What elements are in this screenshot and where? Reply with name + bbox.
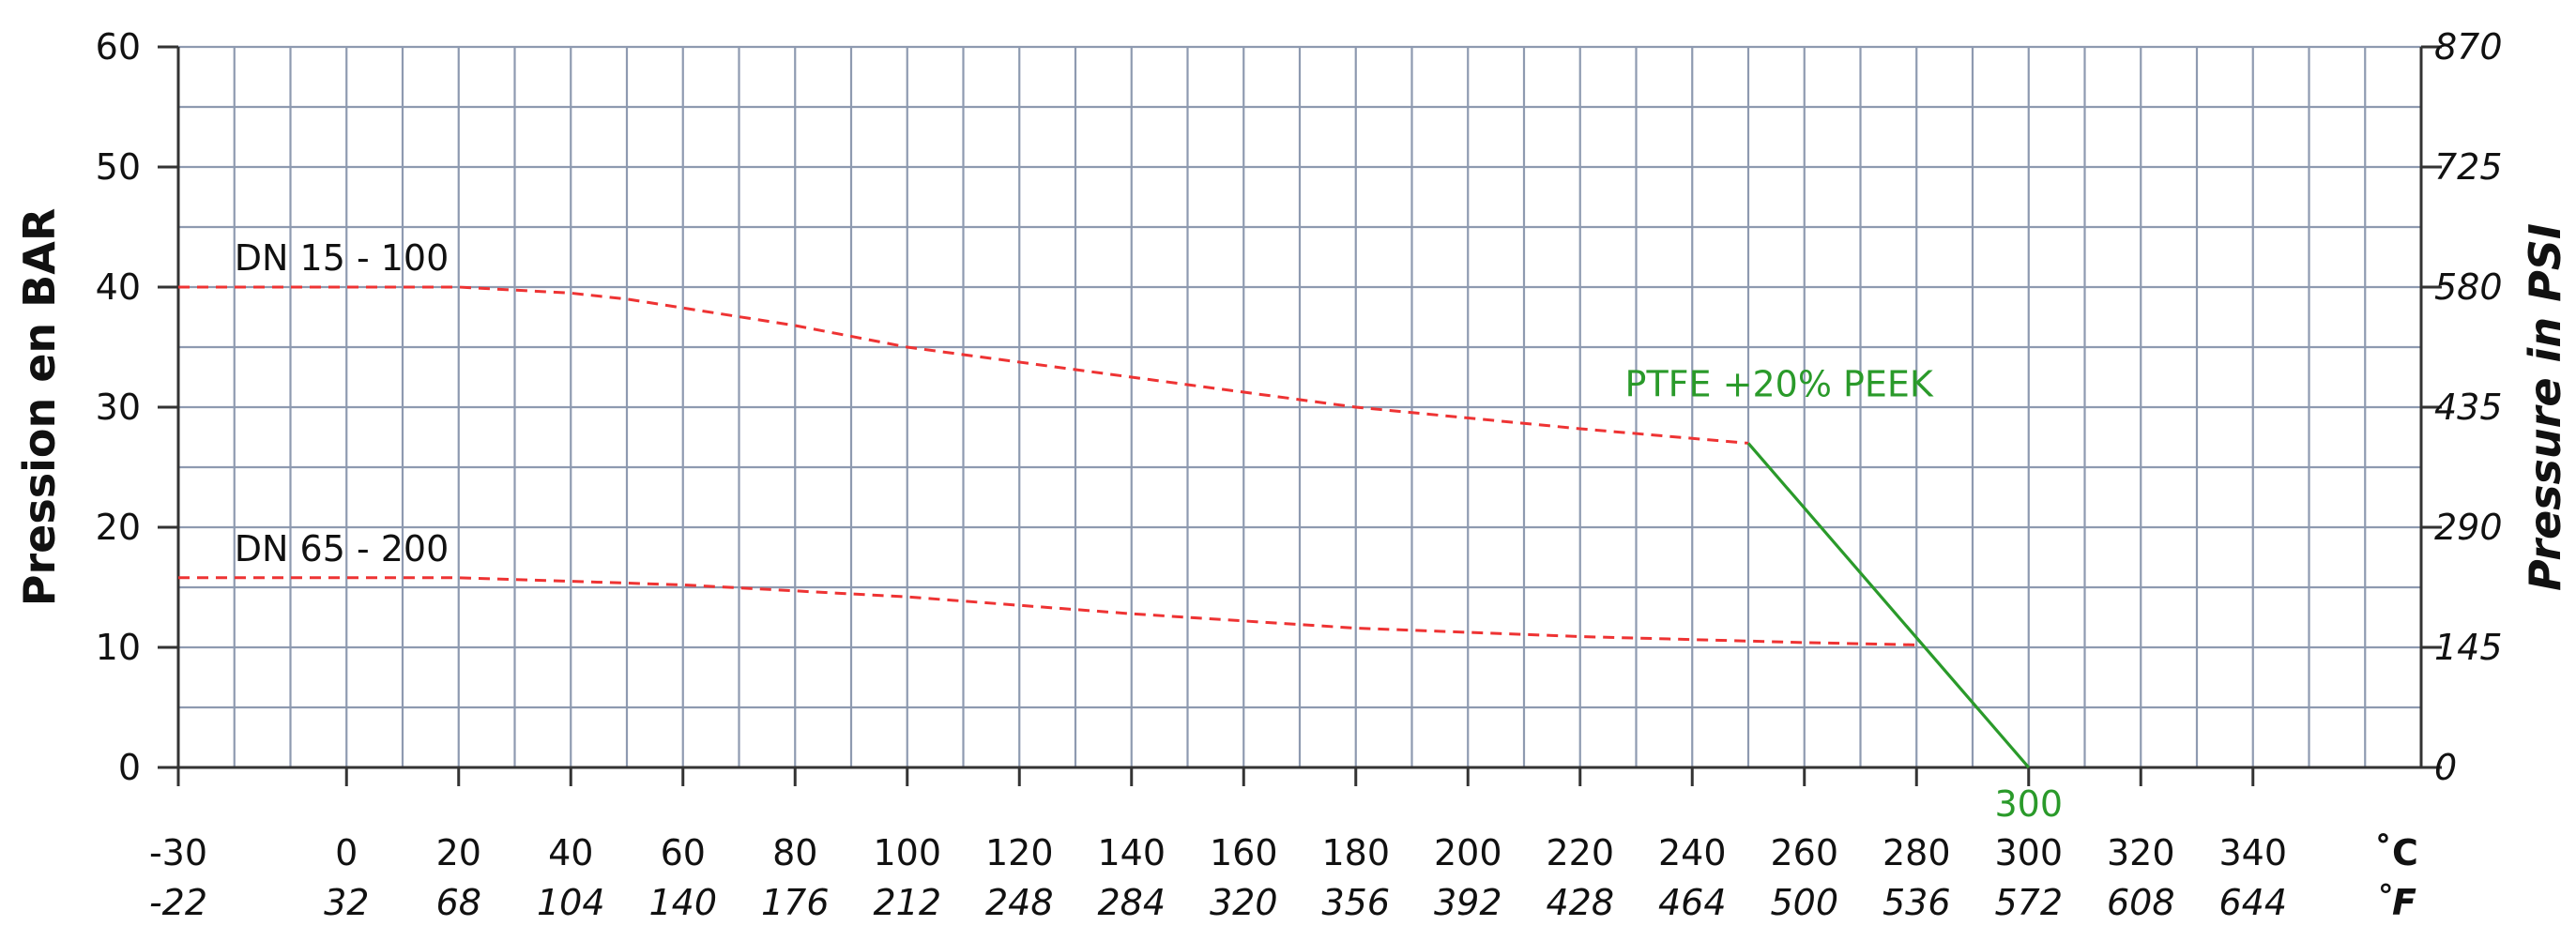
y-tick-label-right: 725 [2434, 146, 2503, 188]
x-tick-label-celsius: 100 [873, 832, 941, 873]
x-tick-label-fahrenheit: 320 [1210, 882, 1278, 923]
x-tick-label-fahrenheit: 428 [1546, 882, 1614, 923]
x-tick-label-celsius: 340 [2218, 832, 2287, 873]
y-tick-label-left: 40 [96, 266, 141, 308]
x-tick-label-celsius: 280 [1882, 832, 1951, 873]
x-tick-label-fahrenheit: 464 [1658, 882, 1727, 923]
x-tick-label-celsius: 20 [436, 832, 481, 873]
x-tick-label-fahrenheit: 356 [1321, 882, 1390, 923]
y-tick-label-left: 30 [96, 387, 141, 428]
x-tick-label-celsius: 180 [1321, 832, 1390, 873]
y-axis-title-right: Pressure in PSI [2520, 223, 2570, 591]
x-tick-label-celsius: 220 [1546, 832, 1614, 873]
y-tick-label-left: 50 [96, 146, 141, 188]
x-tick-label-fahrenheit: -22 [149, 882, 207, 923]
series-label-ptfe-peek: PTFE +20% PEEK [1625, 363, 1934, 404]
x-tick-label-celsius: 40 [548, 832, 593, 873]
x-tick-label-celsius: 160 [1210, 832, 1278, 873]
x-tick-label-fahrenheit: 176 [761, 882, 830, 923]
x-tick-label-fahrenheit: 248 [985, 882, 1054, 923]
x-tick-label-fahrenheit: 572 [1994, 882, 2063, 923]
y-tick-label-left: 60 [96, 26, 141, 68]
y-tick-label-right: 870 [2434, 26, 2503, 68]
grid [176, 45, 2423, 769]
x-tick-label-celsius: 60 [661, 832, 706, 873]
x-tick-label-fahrenheit: 608 [2107, 882, 2175, 923]
axes [158, 45, 2442, 786]
x-tick-label-celsius: 140 [1097, 832, 1166, 873]
x-unit-celsius: ˚C [2374, 832, 2418, 873]
annotation-300: 300 [1994, 783, 2063, 825]
x-tick-label-celsius: 120 [985, 832, 1054, 873]
y-tick-label-right: 145 [2434, 627, 2503, 668]
x-tick-label-fahrenheit: 140 [648, 882, 717, 923]
y-tick-label-left: 20 [96, 507, 141, 548]
x-tick-label-fahrenheit: 68 [436, 882, 481, 923]
series-label-dn15-100: DN 15 - 100 [235, 237, 450, 279]
series-label-dn65-200: DN 65 - 200 [235, 528, 450, 569]
y-tick-label-right: 435 [2434, 387, 2503, 428]
x-tick-label-celsius: 200 [1434, 832, 1502, 873]
x-tick-label-fahrenheit: 32 [324, 882, 369, 923]
x-tick-label-fahrenheit: 284 [1097, 882, 1166, 923]
x-tick-label-fahrenheit: 104 [537, 882, 605, 923]
x-tick-label-celsius: -30 [149, 832, 207, 873]
x-tick-label-fahrenheit: 536 [1882, 882, 1951, 923]
y-axis-title-left: Pression en BAR [14, 208, 65, 607]
x-tick-label-celsius: 260 [1770, 832, 1838, 873]
series-layer [178, 285, 2031, 769]
series-line-3 [1746, 442, 2031, 769]
x-tick-label-celsius: 320 [2107, 832, 2175, 873]
y-tick-label-right: 0 [2434, 747, 2457, 788]
x-tick-label-celsius: 0 [335, 832, 358, 873]
x-tick-label-celsius: 80 [772, 832, 817, 873]
x-tick-label-fahrenheit: 644 [2218, 882, 2287, 923]
labels-layer: 0 10 20 30 40 50 60 0 145 290 435 580 725 870 -30 -22 0 3… [14, 26, 2570, 923]
x-unit-fahrenheit: ˚F [2374, 882, 2416, 923]
x-tick-label-fahrenheit: 500 [1770, 882, 1838, 923]
x-tick-label-celsius: 300 [1994, 832, 2063, 873]
y-tick-label-right: 580 [2434, 266, 2503, 308]
y-tick-label-right: 290 [2434, 507, 2503, 548]
x-tick-label-celsius: 240 [1658, 832, 1727, 873]
series-line-1 [178, 285, 1749, 445]
x-tick-label-fahrenheit: 212 [873, 882, 941, 923]
y-tick-label-left: 10 [96, 627, 141, 668]
x-tick-label-fahrenheit: 392 [1434, 882, 1502, 923]
y-tick-label-left: 0 [118, 747, 141, 788]
